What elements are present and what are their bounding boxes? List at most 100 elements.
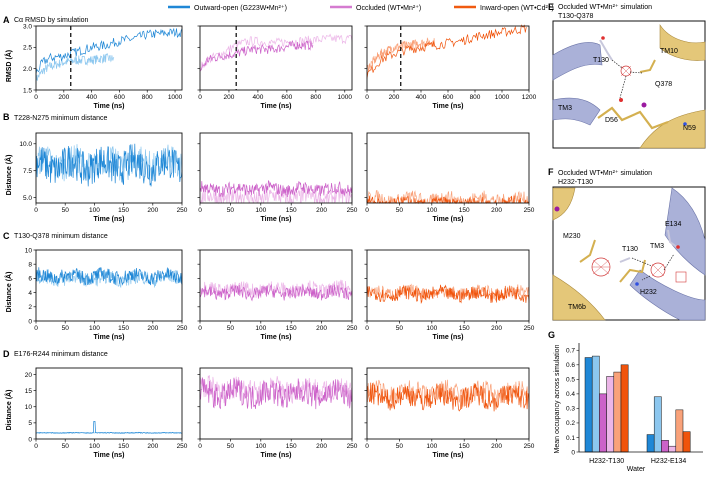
chart-C-1: 0 50 100 150 200 250 Time (ns) <box>197 249 358 341</box>
axes-frame-A-0 <box>35 25 183 91</box>
x-tick-label: 1000 <box>338 94 353 101</box>
x-tick-label: 250 <box>524 207 535 214</box>
structure-label-f-1: M230 <box>563 233 581 240</box>
series-D-1-dark <box>199 377 353 410</box>
structure-label-e-5: N59 <box>683 125 696 132</box>
x-axis-label: Time (ns) <box>94 452 125 459</box>
x-tick-label: 200 <box>491 443 502 450</box>
x-tick-label: 250 <box>524 443 535 450</box>
chart-A-2: 0 200 400 600 800 1000 1200 Time (ns) <box>364 24 537 110</box>
x-tick-label: 0 <box>34 94 38 101</box>
bar-category-label: H232-E134 <box>651 458 687 465</box>
bar-y-tick-label: 0 <box>571 449 575 456</box>
x-tick-label: 150 <box>459 443 470 450</box>
series-B-1-dark <box>199 179 353 198</box>
bar-y-tick-label: 0.6 <box>566 362 575 369</box>
x-tick-label: 100 <box>426 207 437 214</box>
bar-y-tick-label: 0.4 <box>566 391 575 398</box>
panel-title-e: Occluded WT•Mn²⁺ simulation <box>558 4 652 11</box>
structure-image-f <box>552 187 706 321</box>
x-tick-label: 100 <box>255 325 266 332</box>
bar-y-tick-label: 0.3 <box>566 406 575 413</box>
panel-letter-g: G <box>548 330 555 340</box>
panel-f: F Occluded WT•Mn²⁺ simulation H232-T130 <box>548 167 706 321</box>
y-tick-label: 4 <box>28 290 32 297</box>
ylabel-d: Distance (Å) <box>4 390 13 431</box>
panel-title-d: E176-R244 minimum distance <box>14 351 108 358</box>
bar-category-label: H232-T130 <box>589 458 624 465</box>
bar-chart-g: H232-T130 H232-E134 0 0.1 0.2 0.3 0.4 0.5 0.6 0.7 <box>566 343 703 465</box>
chart-B-0: 0 50 100 150 200 250 5.0 7.5 10.0 Time (ns) <box>19 132 188 223</box>
x-tick-label: 50 <box>227 443 235 450</box>
x-tick-label: 250 <box>347 443 358 450</box>
chart-A-1: 0 200 400 600 800 1000 Time (ns) <box>197 25 353 110</box>
x-tick-label: 250 <box>177 325 188 332</box>
x-axis-label: Time (ns) <box>94 103 125 110</box>
axes-frame-C-0 <box>35 249 183 322</box>
x-tick-label: 250 <box>177 443 188 450</box>
x-tick-label: 50 <box>62 207 70 214</box>
x-tick-label: 200 <box>224 94 235 101</box>
bar-y-tick-label: 0.5 <box>566 377 575 384</box>
series-A-1-light <box>199 33 353 72</box>
x-tick-label: 200 <box>316 443 327 450</box>
series-B-0-dark <box>35 143 183 187</box>
x-tick-label: 200 <box>316 325 327 332</box>
x-tick-label: 800 <box>310 94 321 101</box>
x-tick-label: 50 <box>396 325 404 332</box>
axes-frame-A-2 <box>366 25 530 91</box>
x-axis-label: Time (ns) <box>94 334 125 341</box>
x-axis-label: Time (ns) <box>261 216 292 223</box>
y-tick-label: 8 <box>28 262 32 269</box>
x-tick-label: 150 <box>286 325 297 332</box>
legend-label-inward: Inward-open (WT•Cd²⁺) <box>480 5 554 12</box>
ylabel-a: RMSD (Å) <box>4 50 13 82</box>
y-tick-label: 10.0 <box>19 141 32 148</box>
x-axis-label: Time (ns) <box>433 452 464 459</box>
series-A-1-dark <box>199 39 314 71</box>
x-tick-label: 50 <box>396 443 404 450</box>
chart-D-0: 0 50 100 150 200 250 0 5 10 15 20 Time (ns) <box>25 367 188 459</box>
x-tick-label: 250 <box>524 325 535 332</box>
bar-0-3 <box>606 376 615 453</box>
y-tick-label: 20 <box>25 372 33 379</box>
panel-title-c: T130-Q378 minimum distance <box>14 233 108 240</box>
x-tick-label: 50 <box>227 325 235 332</box>
axes-frame-B-1 <box>199 132 353 204</box>
ylabel-b: Distance (Å) <box>4 155 13 196</box>
x-tick-label: 150 <box>118 207 129 214</box>
x-tick-label: 100 <box>89 443 100 450</box>
series-A-2-light <box>366 37 435 72</box>
structure-label-f-2: T130 <box>622 246 638 253</box>
x-axis-label: Time (ns) <box>433 216 464 223</box>
chart-C-0: 0 50 100 150 200 250 0 2 4 6 8 10 Time (ns) <box>25 247 188 341</box>
panel-letter-e: E <box>548 2 554 12</box>
series-A-2-dark <box>366 24 527 79</box>
bar-1-0 <box>646 434 655 453</box>
y-tick-label: 6 <box>28 276 32 283</box>
axes-frame-D-1 <box>199 367 353 440</box>
panel-letter-f: F <box>548 167 554 177</box>
x-tick-label: 0 <box>198 94 202 101</box>
x-tick-label: 1000 <box>495 94 510 101</box>
x-tick-label: 100 <box>255 443 266 450</box>
x-tick-label: 1200 <box>522 94 537 101</box>
y-tick-label: 10 <box>25 247 33 254</box>
x-tick-label: 100 <box>426 443 437 450</box>
x-tick-label: 150 <box>459 207 470 214</box>
structure-label-e-2: Q378 <box>655 81 672 88</box>
structure-label-f-4: H232 <box>640 289 657 296</box>
structure-label-e-4: D56 <box>605 117 618 124</box>
axes-frame-B-2 <box>366 132 530 204</box>
x-tick-label: 200 <box>147 443 158 450</box>
panel-letter-d: D <box>3 349 10 359</box>
x-tick-label: 100 <box>426 325 437 332</box>
chart-C-2: 0 50 100 150 200 250 Time (ns) <box>364 249 535 341</box>
axes-frame-C-2 <box>366 249 530 322</box>
x-tick-label: 0 <box>198 207 202 214</box>
series-D-2-dark <box>366 382 530 412</box>
bar-0-5 <box>620 364 629 453</box>
bar-0-1 <box>591 355 600 453</box>
